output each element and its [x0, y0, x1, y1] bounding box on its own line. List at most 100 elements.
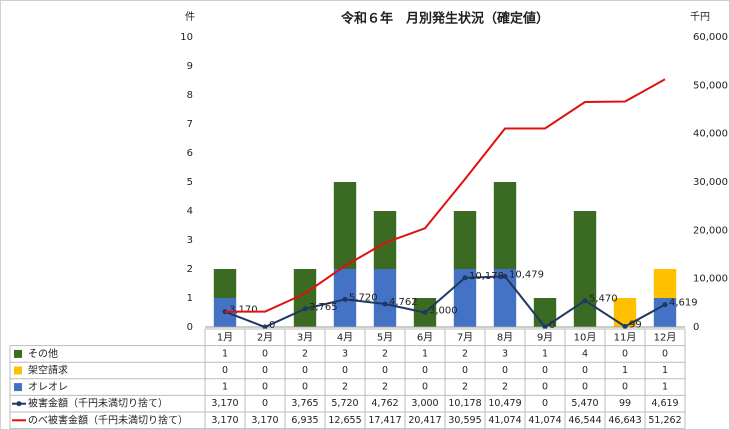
table-cell: 4 [582, 348, 588, 359]
bar [213, 269, 237, 298]
x-tick-label: 9月 [537, 331, 553, 343]
line [224, 275, 666, 329]
table-cell: 51,262 [648, 415, 681, 426]
table-cell: 1 [542, 348, 548, 359]
table-cell: 3 [502, 348, 508, 359]
table-cell: 0 [542, 398, 548, 409]
table-cell: 12,655 [328, 415, 361, 426]
y-tick-label: 10 [180, 32, 193, 43]
table-cell: 6,935 [291, 415, 318, 426]
data-label: 10,178 [469, 271, 504, 282]
legend-key [14, 349, 22, 358]
y-tick-label: 9 [187, 61, 193, 72]
table-cell: 0 [542, 365, 548, 376]
data-label: 0 [549, 320, 555, 331]
marker [342, 296, 348, 302]
y-tick-label: 7 [187, 119, 193, 130]
bar [493, 182, 517, 269]
table-cell: 3,170 [251, 415, 278, 426]
table-cell: 46,643 [608, 415, 641, 426]
x-tick-label: 7月 [457, 331, 473, 343]
table-cell: 2 [302, 348, 308, 359]
x-tick-label: 1月 [217, 331, 233, 343]
line [225, 78, 666, 313]
marker [382, 301, 388, 307]
table-cell: 1 [662, 382, 668, 393]
data-label: 5,470 [589, 294, 618, 305]
table-cell: 4,762 [371, 398, 398, 409]
table-cell: 2 [382, 382, 388, 393]
bar [573, 211, 597, 327]
y2-tick-label: 20,000 [693, 225, 728, 236]
y-tick-label: 5 [187, 177, 193, 188]
data-label: 4,619 [669, 298, 698, 309]
table-cell: 10,178 [448, 398, 481, 409]
y-tick-label: 1 [187, 293, 193, 304]
table-cell: 1 [422, 348, 428, 359]
x-tick-label: 2月 [257, 331, 273, 343]
x-tick-label: 10月 [574, 331, 597, 343]
table-cell: 0 [422, 365, 428, 376]
data-label: 5,720 [349, 292, 378, 303]
bar [373, 269, 397, 327]
bar [613, 298, 637, 327]
x-tick-label: 8月 [497, 331, 513, 343]
data-label: 3,000 [429, 306, 458, 317]
table-cell: 0 [262, 398, 268, 409]
table-cell: 46,544 [568, 415, 601, 426]
legend-key [14, 383, 22, 392]
y2-tick-label: 50,000 [693, 80, 728, 91]
table-cell: 2 [462, 348, 468, 359]
table-cell: 1 [222, 348, 228, 359]
marker [462, 275, 468, 281]
table-cell: 0 [582, 382, 588, 393]
x-tick-label: 3月 [297, 331, 313, 343]
legend-entry: その他 [28, 347, 58, 360]
marker [622, 324, 628, 330]
bar [653, 298, 677, 327]
table-cell: 17,417 [368, 415, 401, 426]
y2-axis-label: 千円 [690, 11, 710, 23]
table-cell: 0 [302, 382, 308, 393]
table-cell: 0 [542, 382, 548, 393]
data-label: 10,479 [509, 269, 544, 280]
legend-key [16, 401, 22, 407]
x-tick-label: 11月 [614, 331, 637, 343]
data-label: 0 [269, 320, 275, 331]
y-axis-label: 件 [185, 11, 195, 23]
table-cell: 1 [662, 365, 668, 376]
marker [502, 273, 508, 279]
bar [453, 211, 477, 269]
legend-entry: 架空請求 [28, 364, 68, 377]
marker [582, 298, 588, 304]
legend-entry: のべ被害金額（千円未満切り捨て） [28, 413, 188, 426]
legend-entry: 被害金額（千円未満切り捨て） [28, 397, 168, 410]
y-tick-label: 4 [187, 206, 193, 217]
y2-tick-label: 40,000 [693, 129, 728, 140]
x-tick-label: 5月 [377, 331, 393, 343]
table-cell: 3,170 [211, 415, 238, 426]
y-tick-label: 2 [187, 264, 193, 275]
marker [422, 310, 428, 315]
y2-tick-label: 0 [693, 322, 699, 333]
table-cell: 2 [462, 382, 468, 393]
table-cell: 20,417 [408, 415, 441, 426]
data-label: 4,762 [389, 297, 418, 308]
table-cell: 0 [622, 382, 628, 393]
legend-entry: オレオレ [28, 381, 68, 393]
table-cell: 0 [662, 348, 668, 359]
table-cell: 0 [622, 348, 628, 359]
table-cell: 0 [342, 365, 348, 376]
table-cell: 2 [502, 382, 508, 393]
table-cell: 3,170 [211, 398, 238, 409]
table-cell: 99 [619, 398, 631, 409]
table-cell: 2 [382, 348, 388, 359]
bar [653, 269, 677, 298]
data-label: 99 [629, 320, 642, 331]
chart-title: 令和６年 月別発生状況（確定値） [341, 11, 549, 27]
bar [293, 269, 317, 327]
x-tick-label: 12月 [654, 331, 677, 343]
legend-key [14, 366, 22, 375]
table-cell: 0 [262, 365, 268, 376]
